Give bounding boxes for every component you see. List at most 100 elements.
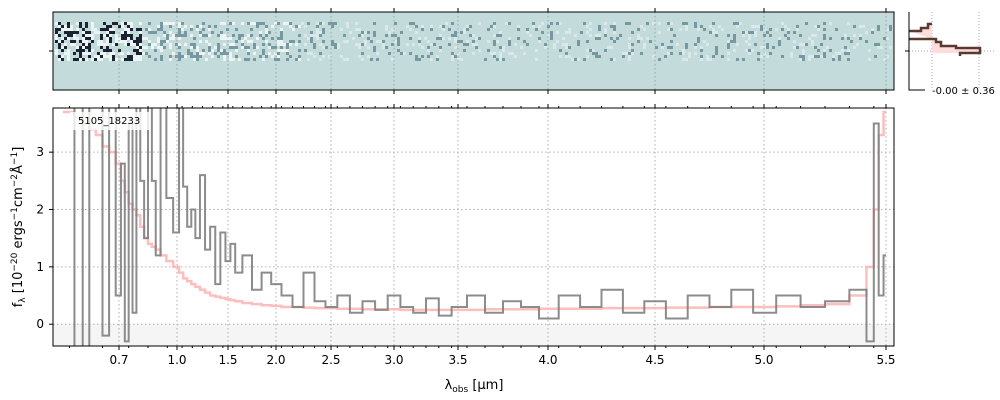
2d-pixel (862, 25, 865, 28)
2d-pixel (799, 43, 802, 46)
2d-pixel (130, 43, 133, 46)
2d-pixel (121, 34, 124, 37)
2d-pixel (121, 25, 124, 28)
2d-pixel (640, 25, 643, 28)
2d-pixel (319, 43, 322, 46)
2d-pixel (667, 46, 670, 49)
2d-pixel (463, 31, 466, 34)
2d-pixel (382, 46, 385, 49)
2d-pixel (328, 55, 331, 58)
2d-pixel (196, 25, 199, 28)
2d-pixel (382, 43, 385, 46)
2d-pixel (397, 43, 400, 46)
2d-pixel (685, 58, 688, 61)
2d-pixel (226, 37, 229, 40)
2d-pixel (88, 55, 91, 58)
2d-pixel (130, 55, 133, 58)
2d-pixel (100, 43, 103, 46)
2d-pixel (727, 46, 730, 49)
2d-pixel (277, 22, 280, 25)
2d-pixel (697, 37, 700, 40)
2d-pixel (85, 52, 88, 55)
2d-pixel (178, 28, 181, 31)
2d-pixel (232, 43, 235, 46)
2d-pixel (589, 28, 592, 31)
2d-pixel (451, 52, 454, 55)
2d-pixel (145, 37, 148, 40)
2d-pixel (106, 43, 109, 46)
2d-pixel (478, 37, 481, 40)
2d-pixel (79, 52, 82, 55)
2d-pixel (643, 46, 646, 49)
2d-pixel (94, 28, 97, 31)
2d-pixel (637, 40, 640, 43)
2d-pixel (550, 34, 553, 37)
2d-pixel (262, 52, 265, 55)
2d-pixel (712, 28, 715, 31)
2d-pixel (133, 43, 136, 46)
2d-pixel (541, 22, 544, 25)
2d-pixel (703, 28, 706, 31)
2d-pixel (517, 28, 520, 31)
2d-pixel (574, 34, 577, 37)
2d-pixel (652, 55, 655, 58)
2d-pixel (58, 25, 61, 28)
2d-pixel (136, 43, 139, 46)
2d-pixel (475, 37, 478, 40)
2d-pixel (430, 28, 433, 31)
2d-pixel (262, 43, 265, 46)
2d-pixel (307, 58, 310, 61)
2d-pixel (829, 37, 832, 40)
2d-pixel (178, 25, 181, 28)
2d-pixel (157, 46, 160, 49)
2d-pixel (700, 46, 703, 49)
2d-pixel (802, 43, 805, 46)
2d-pixel (346, 40, 349, 43)
2d-pixel (361, 52, 364, 55)
2d-pixel (70, 25, 73, 28)
2d-pixel (631, 43, 634, 46)
2d-pixel (502, 49, 505, 52)
2d-spectrum-panel (52, 11, 895, 91)
2d-pixel (859, 37, 862, 40)
2d-pixel (178, 52, 181, 55)
2d-pixel (100, 37, 103, 40)
2d-pixel (130, 28, 133, 31)
2d-pixel (322, 22, 325, 25)
2d-pixel (400, 52, 403, 55)
2d-pixel (76, 31, 79, 34)
2d-pixel (310, 31, 313, 34)
hist-fill (909, 24, 980, 53)
2d-pixel (169, 22, 172, 25)
2d-pixel (361, 34, 364, 37)
2d-pixel (820, 43, 823, 46)
2d-pixel (430, 25, 433, 28)
2d-pixel (82, 37, 85, 40)
2d-pixel (160, 40, 163, 43)
2d-pixel (145, 28, 148, 31)
histogram-panel: -0.00 ± 0.36 (905, 12, 995, 97)
2d-pixel (766, 31, 769, 34)
2d-pixel (370, 40, 373, 43)
x-axis-label: λobs [μm] (445, 378, 504, 395)
2d-pixel (844, 52, 847, 55)
2d-pixel (286, 52, 289, 55)
2d-pixel (496, 58, 499, 61)
2d-pixel (610, 25, 613, 28)
2d-pixel (97, 52, 100, 55)
2d-pixel (598, 37, 601, 40)
2d-pixel (223, 22, 226, 25)
2d-pixel (232, 22, 235, 25)
2d-pixel (232, 46, 235, 49)
2d-pixel (805, 22, 808, 25)
2d-pixel (160, 58, 163, 61)
2d-pixel (670, 28, 673, 31)
2d-pixel (220, 49, 223, 52)
2d-pixel (76, 28, 79, 31)
2d-pixel (88, 43, 91, 46)
2d-pixel (295, 25, 298, 28)
2d-pixel (508, 43, 511, 46)
2d-pixel (751, 31, 754, 34)
2d-pixel (79, 40, 82, 43)
